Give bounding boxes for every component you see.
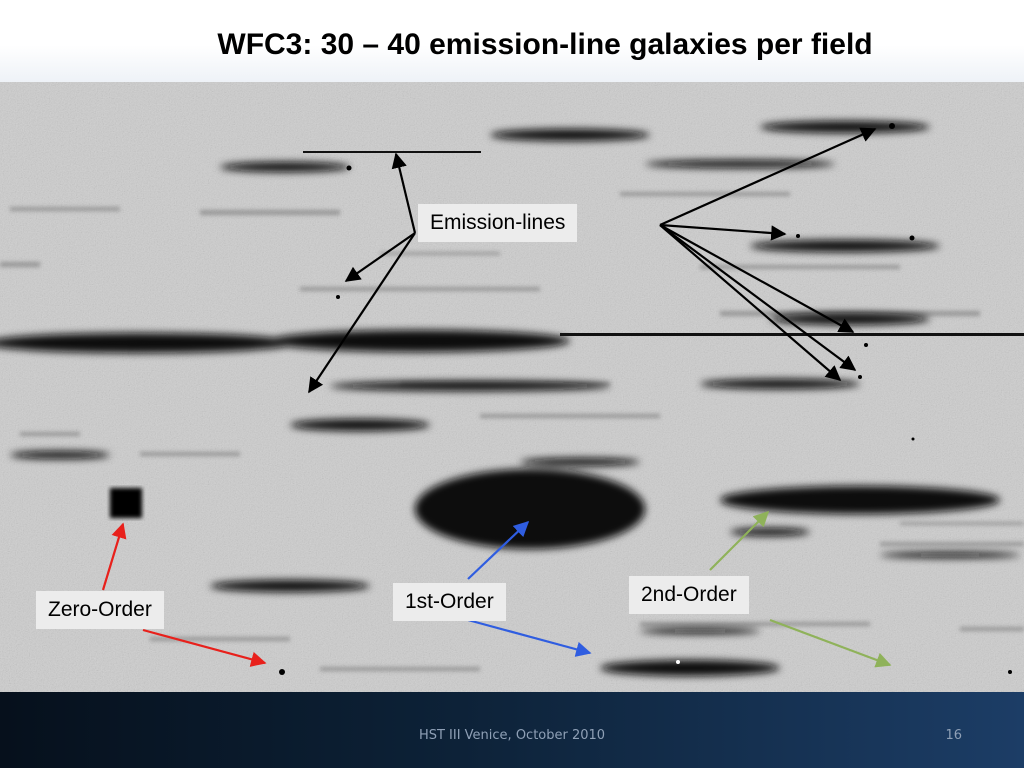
second-order-arrows xyxy=(709,510,892,668)
slide-title: WFC3: 30 – 40 emission-line galaxies per… xyxy=(217,28,873,61)
zero-order-label: Zero-Order xyxy=(36,591,164,629)
emission-line-arrows xyxy=(308,127,877,394)
footer-caption: HST III Venice, October 2010 xyxy=(418,728,606,743)
first-order-label: 1st-Order xyxy=(393,583,506,621)
zero-order-arrows xyxy=(101,522,267,667)
second-order-label: 2nd-Order xyxy=(629,576,749,614)
page-number: 16 xyxy=(945,728,962,743)
first-order-arrows xyxy=(467,520,592,657)
footer-band: HST III Venice, October 2010 16 xyxy=(0,692,1024,768)
emission-lines-label: Emission-lines xyxy=(418,204,578,242)
grism-spectra-image xyxy=(0,82,1024,692)
title-band xyxy=(0,0,1024,82)
